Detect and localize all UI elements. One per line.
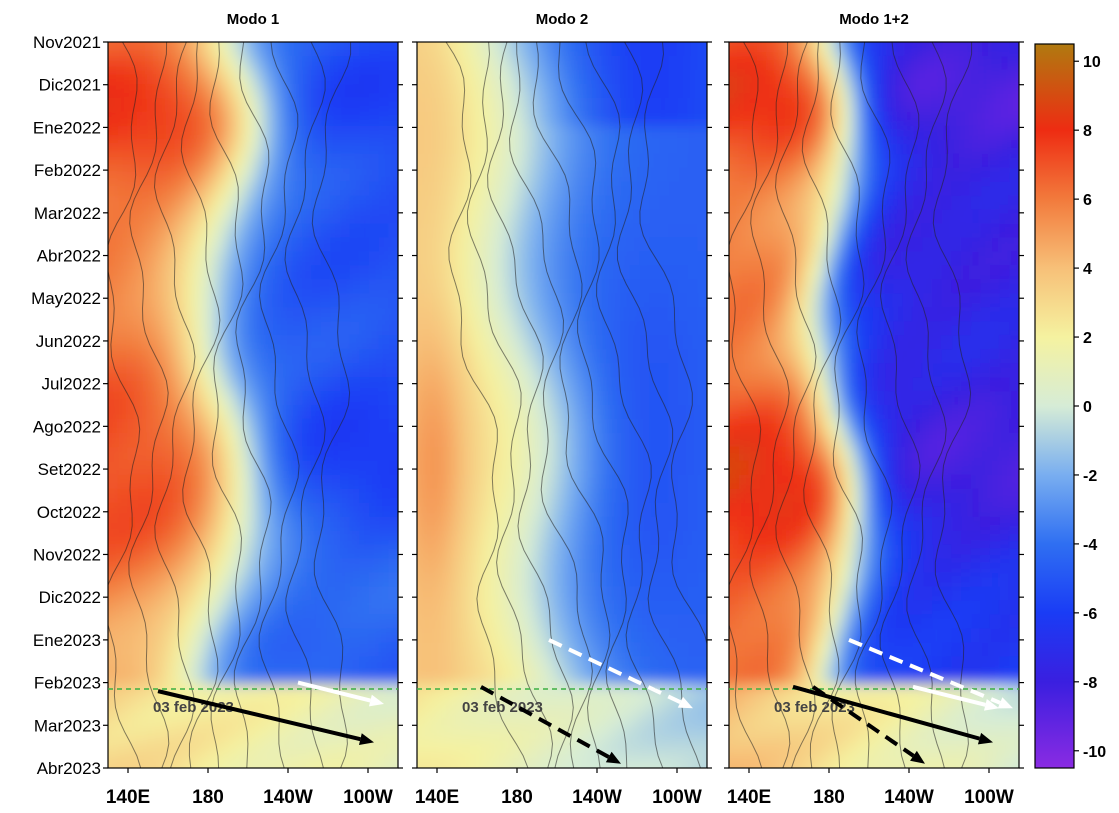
colorbar-tick-label: -8 [1083, 675, 1097, 692]
colorbar-tick-label: 4 [1083, 261, 1092, 278]
panel-title: Modo 2 [536, 11, 589, 28]
panel-title: Modo 1+2 [839, 11, 909, 28]
x-tick-label: 180 [501, 787, 533, 808]
y-tick-label: Oct2022 [37, 503, 101, 522]
y-tick-label: Ene2023 [33, 631, 101, 650]
y-tick-label: Dic2022 [39, 588, 101, 607]
x-tick-label: 180 [813, 787, 845, 808]
colorbar-tick-label: -4 [1083, 537, 1097, 554]
colorbar-tick-label: 2 [1083, 330, 1092, 347]
x-tick-label: 140E [415, 787, 459, 808]
x-tick-label: 140W [572, 787, 622, 808]
y-tick-label: Abr2023 [37, 759, 101, 778]
x-tick-label: 100W [652, 787, 702, 808]
colorbar-tick-label: 10 [1083, 54, 1101, 71]
heatmap-field-m1 [108, 42, 398, 768]
y-axis-labels: Nov2021 Dic2021 Ene2022 Feb2022 Mar2022 Abr20… [31, 33, 101, 778]
y-tick-label: Feb2022 [34, 161, 101, 180]
colorbar-gradient [1034, 43, 1075, 769]
propagation-arrow [912, 684, 999, 711]
colorbar-tick-label: 6 [1083, 192, 1092, 209]
y-tick-label: Ene2022 [33, 118, 101, 137]
propagation-arrow [811, 685, 925, 764]
propagation-arrow [792, 684, 993, 745]
panel-frame [107, 41, 399, 769]
panel-frame [728, 41, 1020, 769]
propagation-arrow [297, 680, 384, 707]
y-tick-label: May2022 [31, 289, 101, 308]
colorbar-tick-label: 0 [1083, 399, 1092, 416]
panel-frame [416, 41, 708, 769]
colorbar-tick-label: -10 [1083, 744, 1106, 761]
y-tick-label: Mar2023 [34, 716, 101, 735]
x-tick-label: 180 [192, 787, 224, 808]
y-tick-label: Feb2023 [34, 674, 101, 693]
y-tick-label: Mar2022 [34, 204, 101, 223]
y-tick-label: Nov2021 [33, 33, 101, 52]
x-tick-label: 140E [106, 787, 150, 808]
x-tick-label: 100W [343, 787, 393, 808]
colorbar: 10 8 6 4 2 0 -2 -4 -6 -8 -10 [1034, 43, 1106, 769]
y-tick-label: Jul2022 [41, 375, 101, 394]
x-tick-label: 140W [263, 787, 313, 808]
propagation-arrow [848, 638, 1013, 709]
heatmap-field-m2 [417, 42, 707, 768]
y-tick-label: Ago2022 [33, 417, 101, 436]
propagation-arrow [548, 638, 693, 709]
panel-title: Modo 1 [227, 11, 280, 28]
colorbar-tick-label: 8 [1083, 123, 1092, 140]
y-tick-label: Dic2021 [39, 76, 101, 95]
x-tick-label: 140W [884, 787, 934, 808]
y-tick-label: Set2022 [38, 460, 101, 479]
colorbar-tick-label: -2 [1083, 468, 1097, 485]
propagation-arrow [157, 689, 374, 745]
colorbar-tick-label: -6 [1083, 606, 1097, 623]
x-tick-label: 140E [727, 787, 771, 808]
y-tick-label: Nov2022 [33, 545, 101, 564]
y-tick-label: Jun2022 [36, 332, 101, 351]
propagation-arrow [480, 685, 621, 764]
y-tick-label: Abr2022 [37, 247, 101, 266]
x-tick-label: 100W [964, 787, 1014, 808]
heatmap-field-m12 [729, 42, 1019, 768]
